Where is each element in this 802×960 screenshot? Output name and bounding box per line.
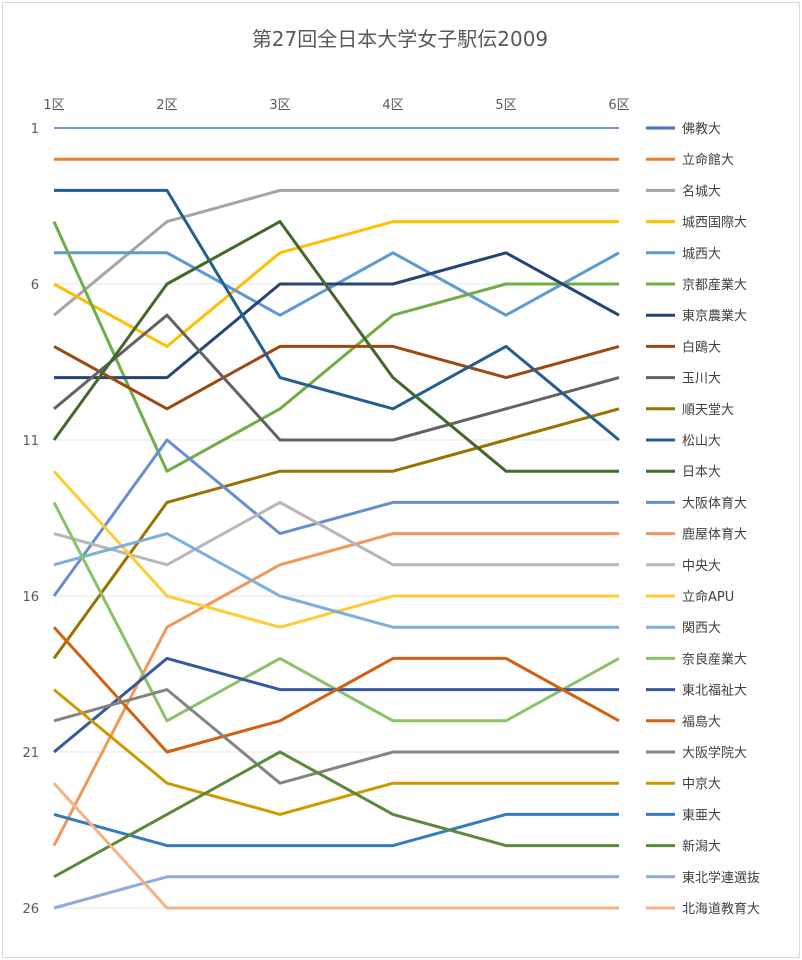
legend-label: 白鴎大 [682,339,721,355]
x-tick-label: 5区 [495,98,516,113]
x-tick-label: 3区 [269,98,290,113]
legend-label: 大阪体育大 [682,495,747,511]
legend-label: 福島大 [682,715,721,730]
legend-label: 新潟大 [682,839,721,855]
legend-label: 東京農業大 [682,308,747,324]
legend-label: 立命APU [682,589,734,605]
y-tick-label: 26 [22,902,39,917]
legend-label: 名城大 [682,183,721,199]
x-tick-label: 2区 [156,98,177,113]
series-line [52,220,619,473]
legend-label: 順天堂大 [682,403,734,418]
legend-label: 中央大 [682,559,721,574]
legend-label: 鹿屋体育大 [682,527,747,543]
series-line [53,532,619,629]
series-line [52,220,619,473]
x-tick-label: 6区 [608,98,629,113]
y-tick-label: 1 [31,122,39,137]
legend-label: 大阪学院大 [682,745,747,761]
legend-label: 北海道教育大 [682,901,760,917]
legend-label: 城西大 [682,247,721,262]
y-tick-label: 21 [22,746,39,761]
chart-title: 第27回全日本大学女子駅伝2009 [252,27,548,51]
y-tick-label: 11 [22,434,39,449]
legend-label: 佛教大 [682,121,721,137]
series-line [53,812,619,848]
legend-label: 京都産業大 [682,277,747,293]
legend-label: 関西大 [682,621,721,636]
legend-label: 中京大 [682,777,721,792]
legend-label: 日本大 [682,465,721,480]
series-line [53,188,619,317]
series-line [53,875,619,910]
legend-label: 東北福祉大 [682,683,747,699]
series-line [52,626,620,754]
x-tick-label: 1区 [43,98,64,113]
series-line [52,782,619,910]
series-line [52,532,619,847]
series-line [53,313,620,442]
series-line [53,750,619,879]
legend-label: 東北学連選抜 [682,870,760,886]
legend-label: 城西国際大 [682,216,747,231]
series-line [53,500,619,567]
legend-label: 東亜大 [682,807,721,823]
legend-label: 松山大 [682,434,721,449]
series-line [52,438,619,597]
series-line [54,251,620,380]
legend-label: 玉川大 [682,372,721,387]
series-line [54,188,620,442]
series-line [53,344,620,411]
y-tick-label: 16 [22,590,39,605]
legend-label: 奈良産業大 [682,651,747,667]
series-line [53,688,619,816]
y-tick-label: 6 [31,278,39,293]
legend-label: 立命館大 [682,152,734,168]
series-line [53,688,619,785]
x-tick-label: 4区 [382,98,403,113]
series-line [53,220,619,348]
series-line [52,407,620,660]
